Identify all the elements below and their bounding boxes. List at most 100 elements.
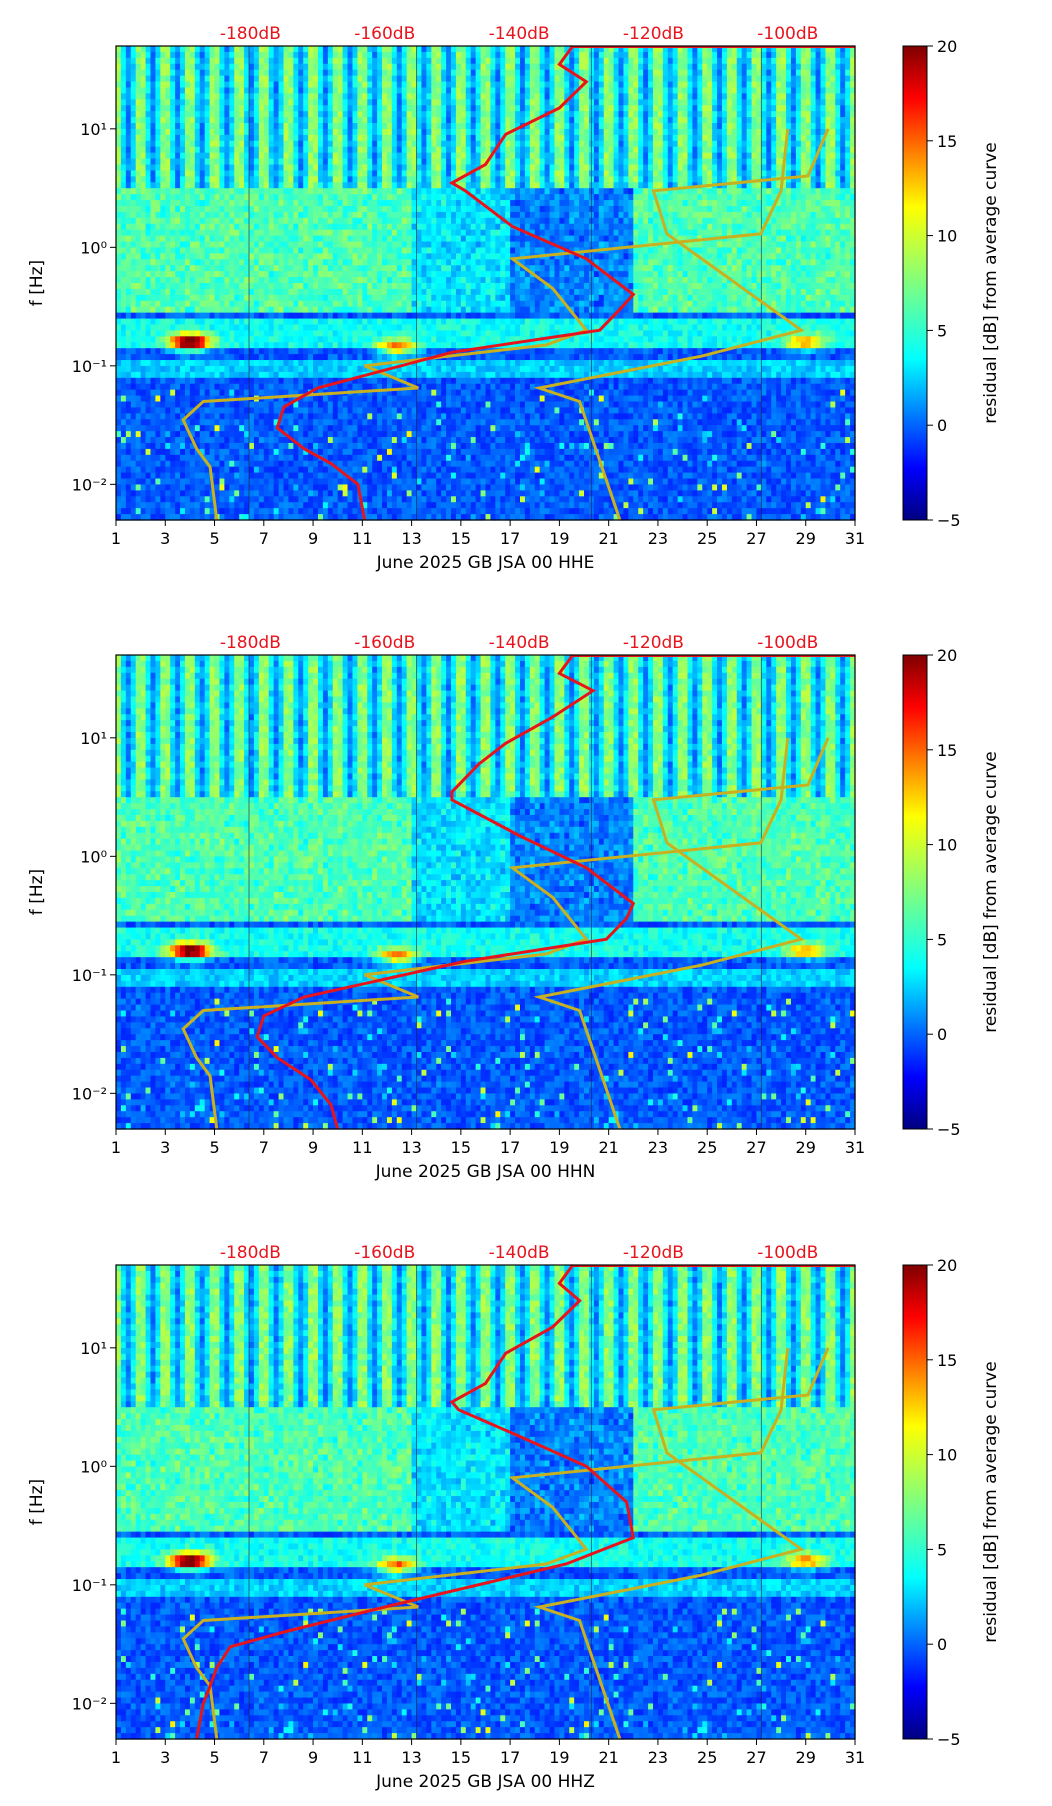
- heatmap-cell: [146, 390, 152, 397]
- heatmap-cell: [121, 123, 127, 130]
- heatmap-cell: [155, 182, 161, 189]
- heatmap-cell: [121, 301, 127, 308]
- heatmap-cell: [160, 188, 166, 195]
- heatmap-cell: [155, 212, 161, 219]
- heatmap-cell: [146, 147, 152, 154]
- heatmap-cell: [190, 378, 196, 385]
- heatmap-cell: [131, 372, 137, 379]
- heatmap-cell: [165, 170, 171, 177]
- heatmap-cell: [116, 479, 122, 486]
- heatmap-cell: [126, 277, 132, 284]
- heatmap-cell: [180, 129, 186, 136]
- heatmap-cell: [141, 265, 147, 272]
- heatmap-cell: [165, 176, 171, 183]
- heatmap-cell: [131, 407, 137, 414]
- heatmap-cell: [190, 46, 196, 53]
- heatmap-cell: [146, 170, 152, 177]
- heatmap-cell: [136, 224, 142, 231]
- heatmap-cell: [131, 147, 137, 154]
- heatmap-cell: [190, 360, 196, 367]
- heatmap-cell: [175, 289, 181, 296]
- heatmap-cell: [155, 194, 161, 201]
- heatmap-cell: [180, 70, 186, 77]
- heatmap-cell: [146, 52, 152, 59]
- heatmap-cell: [180, 307, 186, 314]
- heatmap-cell: [141, 390, 147, 397]
- heatmap-cell: [150, 479, 156, 486]
- heatmap-cell: [175, 271, 181, 278]
- heatmap-cell: [121, 253, 127, 260]
- heatmap-cell: [131, 188, 137, 195]
- heatmap-cell: [136, 129, 142, 136]
- heatmap-cell: [190, 242, 196, 249]
- heatmap-cell: [121, 295, 127, 302]
- heatmap-cell: [165, 431, 171, 438]
- heatmap-cell: [185, 218, 191, 225]
- heatmap-cell: [185, 242, 191, 249]
- heatmap-cell: [150, 467, 156, 474]
- heatmap-cell: [180, 449, 186, 456]
- heatmap-cell: [136, 473, 142, 480]
- heatmap-cell: [146, 46, 152, 53]
- heatmap-cell: [190, 188, 196, 195]
- heatmap-cell: [136, 283, 142, 290]
- heatmap-cell: [165, 117, 171, 124]
- heatmap-cell: [185, 200, 191, 207]
- heatmap-cell: [131, 431, 137, 438]
- heatmap-cell: [165, 99, 171, 106]
- heatmap-cell: [190, 200, 196, 207]
- heatmap-cell: [155, 111, 161, 118]
- heatmap-cell: [185, 324, 191, 331]
- heatmap-cell: [121, 496, 127, 503]
- heatmap-cell: [170, 153, 176, 160]
- heatmap-cell: [146, 117, 152, 124]
- heatmap-cell: [141, 307, 147, 314]
- heatmap-cell: [165, 342, 171, 349]
- heatmap-cell: [155, 455, 161, 462]
- heatmap-cell: [155, 496, 161, 503]
- heatmap-cell: [116, 188, 122, 195]
- heatmap-cell: [131, 76, 137, 83]
- heatmap-cell: [141, 295, 147, 302]
- heatmap-cell: [146, 99, 152, 106]
- heatmap-cell: [116, 473, 122, 480]
- heatmap-cell: [126, 206, 132, 213]
- heatmap-cell: [175, 473, 181, 480]
- heatmap-cell: [121, 324, 127, 331]
- heatmap-cell: [155, 295, 161, 302]
- heatmap-cell: [155, 58, 161, 65]
- heatmap-cell: [141, 194, 147, 201]
- heatmap-cell: [170, 407, 176, 414]
- heatmap-cell: [160, 242, 166, 249]
- heatmap-cell: [170, 277, 176, 284]
- heatmap-cell: [136, 165, 142, 172]
- heatmap-cell: [131, 153, 137, 160]
- heatmap-cell: [136, 289, 142, 296]
- heatmap-cell: [150, 99, 156, 106]
- heatmap-cell: [155, 277, 161, 284]
- heatmap-cell: [175, 70, 181, 77]
- heatmap-cell: [150, 123, 156, 130]
- heatmap-cell: [155, 313, 161, 320]
- heatmap-cell: [116, 496, 122, 503]
- heatmap-cell: [170, 348, 176, 355]
- heatmap-cell: [175, 396, 181, 403]
- heatmap-cell: [131, 378, 137, 385]
- heatmap-cell: [150, 402, 156, 409]
- heatmap-cell: [165, 135, 171, 142]
- heatmap-cell: [155, 366, 161, 373]
- heatmap-cell: [116, 413, 122, 420]
- heatmap-cell: [155, 319, 161, 326]
- heatmap-cell: [141, 407, 147, 414]
- heatmap-cell: [160, 354, 166, 361]
- heatmap-cell: [131, 443, 137, 450]
- heatmap-cell: [170, 461, 176, 468]
- heatmap-cell: [190, 271, 196, 278]
- heatmap-cell: [175, 224, 181, 231]
- heatmap-cell: [160, 348, 166, 355]
- heatmap-cell: [155, 449, 161, 456]
- heatmap-cell: [146, 508, 152, 515]
- heatmap-cell: [136, 431, 142, 438]
- heatmap-cell: [170, 479, 176, 486]
- heatmap-cell: [165, 407, 171, 414]
